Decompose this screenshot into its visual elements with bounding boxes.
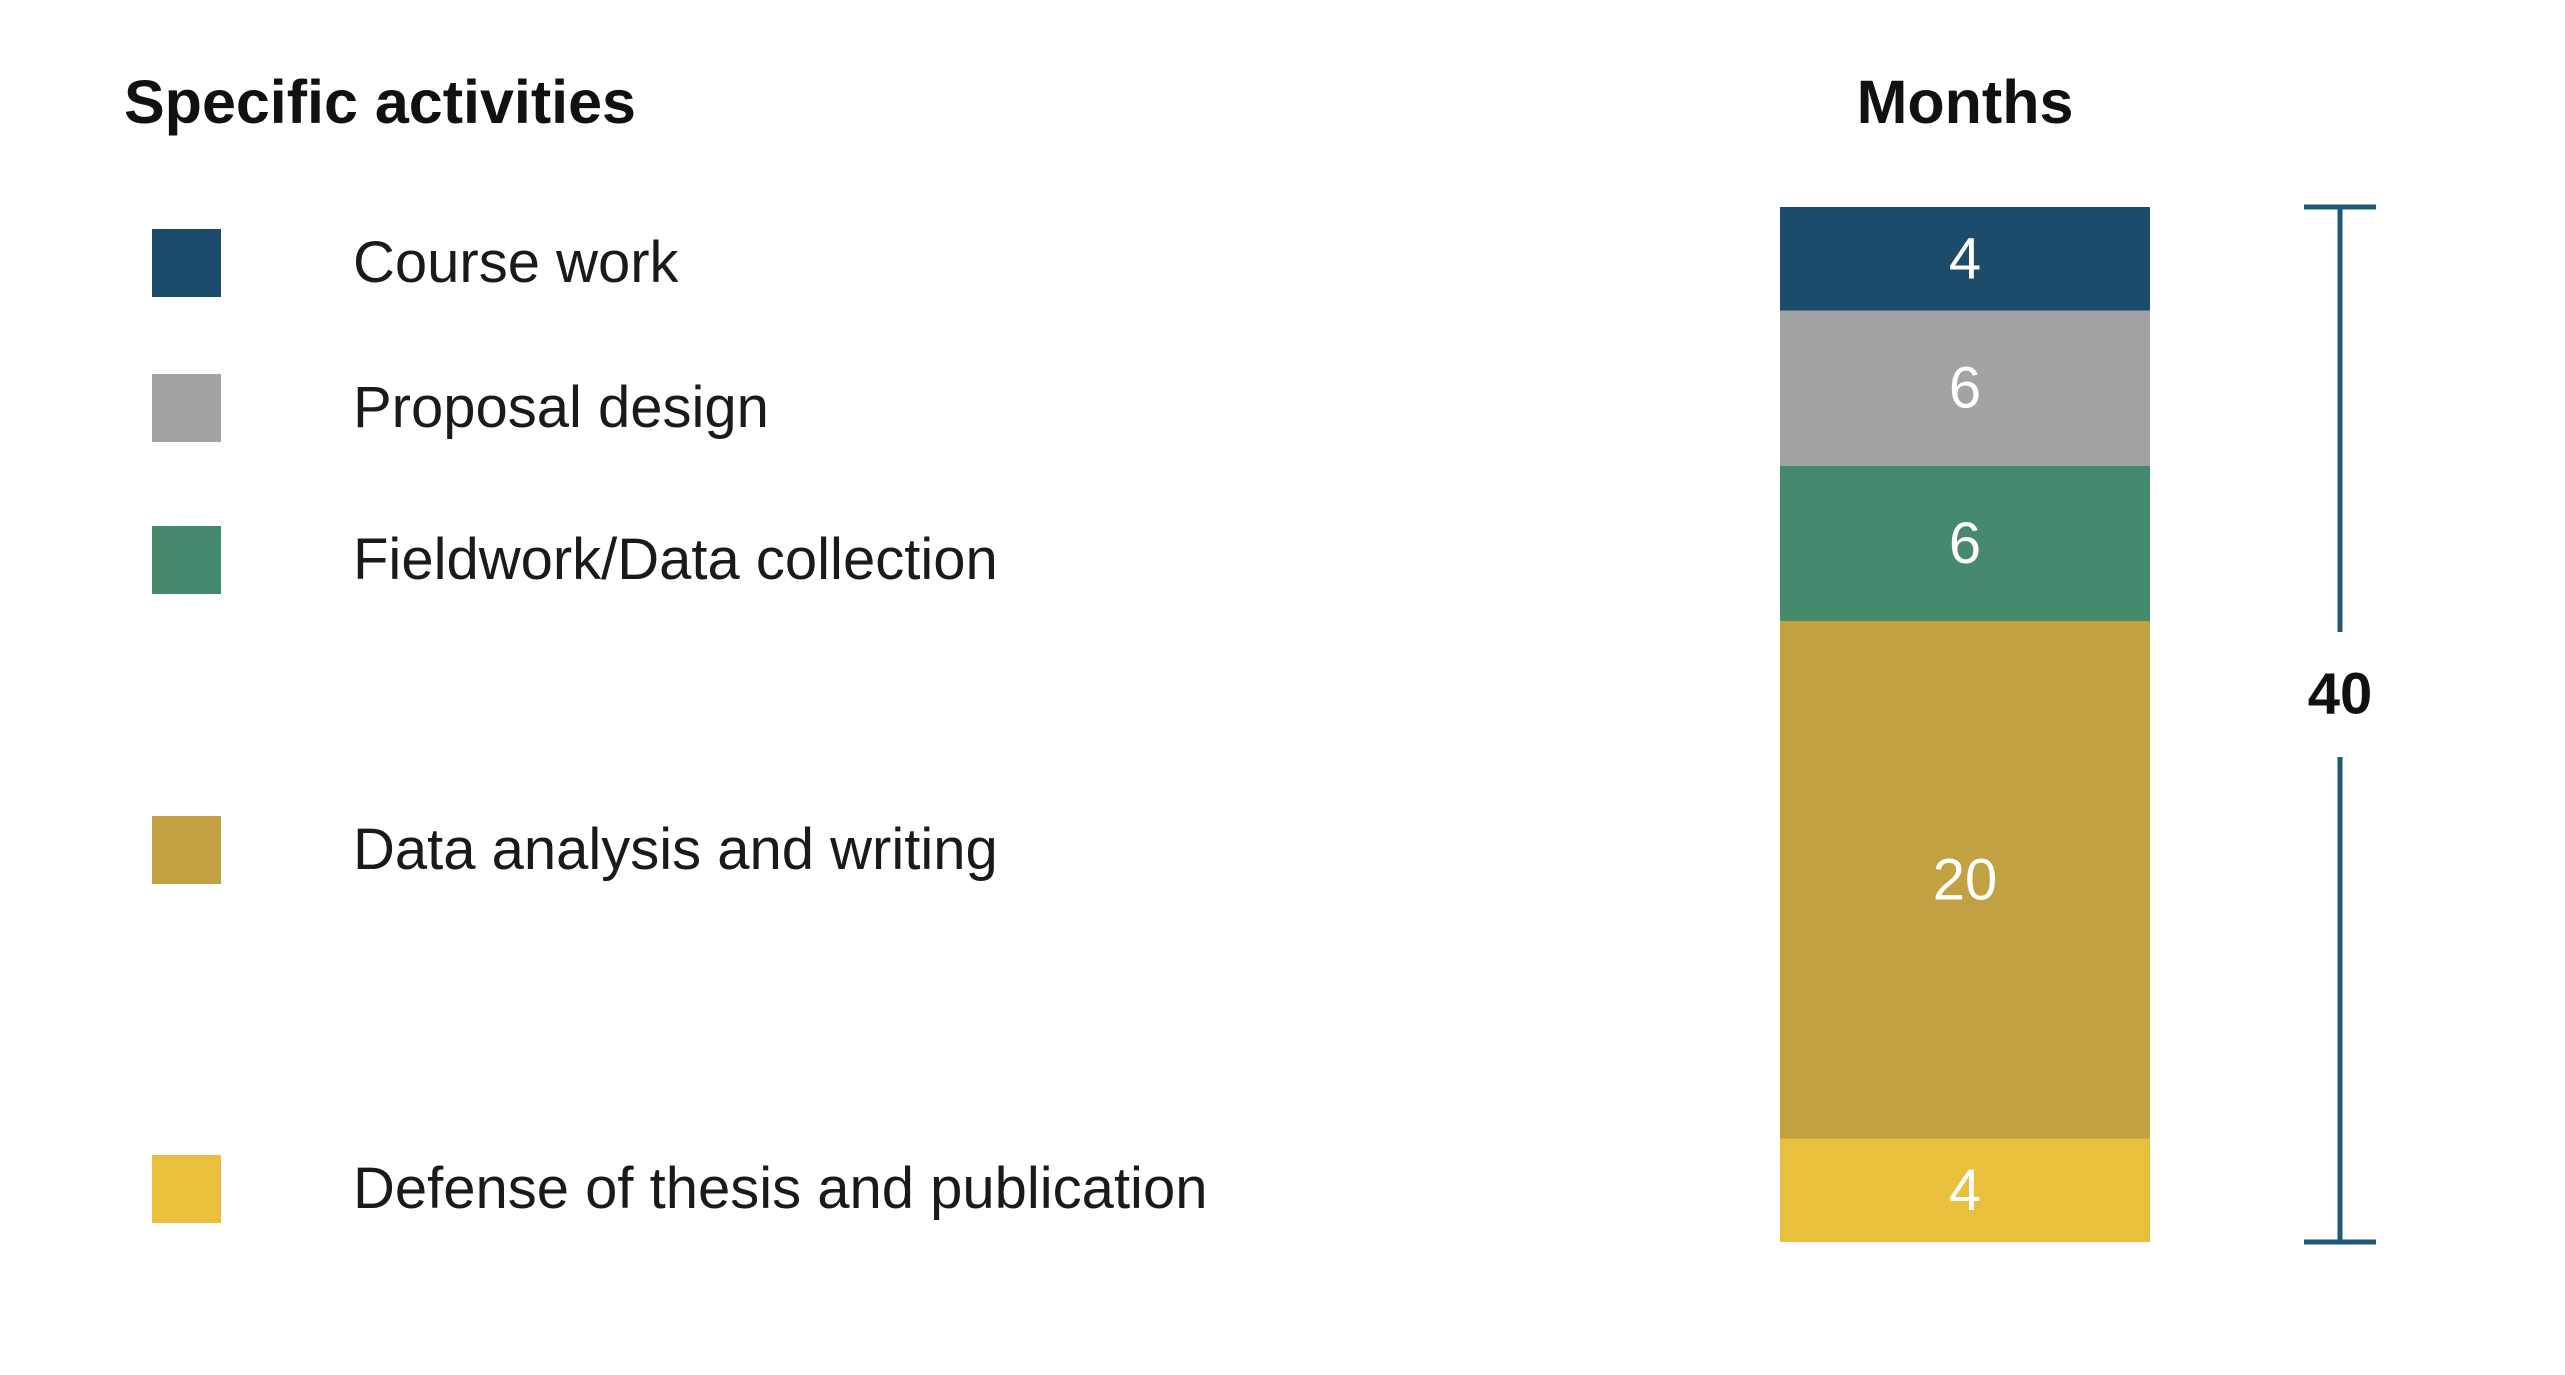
legend-swatch-data-analysis-and-writing	[152, 816, 221, 884]
bar-value-label-course-work: 4	[1949, 226, 1981, 291]
bar-value-label-defense-of-thesis-and-publication: 4	[1949, 1158, 1981, 1223]
bar-segment-proposal-design	[1780, 310, 2150, 466]
legend-swatch-defense-of-thesis-and-publication	[152, 1155, 221, 1223]
legend-swatch-proposal-design	[152, 374, 221, 442]
legend-label-proposal-design: Proposal design	[353, 375, 769, 440]
bar-value-label-proposal-design: 6	[1949, 356, 1981, 421]
bar-segment-defense-of-thesis-and-publication	[1780, 1138, 2150, 1242]
activities-heading: Specific activities	[124, 68, 636, 136]
legend-swatch-fieldwork-data-collection	[152, 526, 221, 594]
bar-value-label-fieldwork-data-collection: 6	[1949, 511, 1981, 576]
bar-segment-data-analysis-and-writing	[1780, 621, 2150, 1139]
legend-label-data-analysis-and-writing: Data analysis and writing	[353, 817, 998, 882]
months-heading: Months	[1856, 68, 2074, 136]
bar-value-label-data-analysis-and-writing: 20	[1933, 847, 1998, 912]
bar-segment-course-work	[1780, 207, 2150, 311]
total-label: 40	[2308, 662, 2373, 727]
legend-label-course-work: Course work	[353, 230, 679, 295]
legend-swatch-course-work	[152, 229, 221, 297]
legend-label-defense-of-thesis-and-publication: Defense of thesis and publication	[353, 1156, 1208, 1221]
bar-segment-fieldwork-data-collection	[1780, 465, 2150, 621]
legend-label-fieldwork-data-collection: Fieldwork/Data collection	[353, 527, 998, 592]
